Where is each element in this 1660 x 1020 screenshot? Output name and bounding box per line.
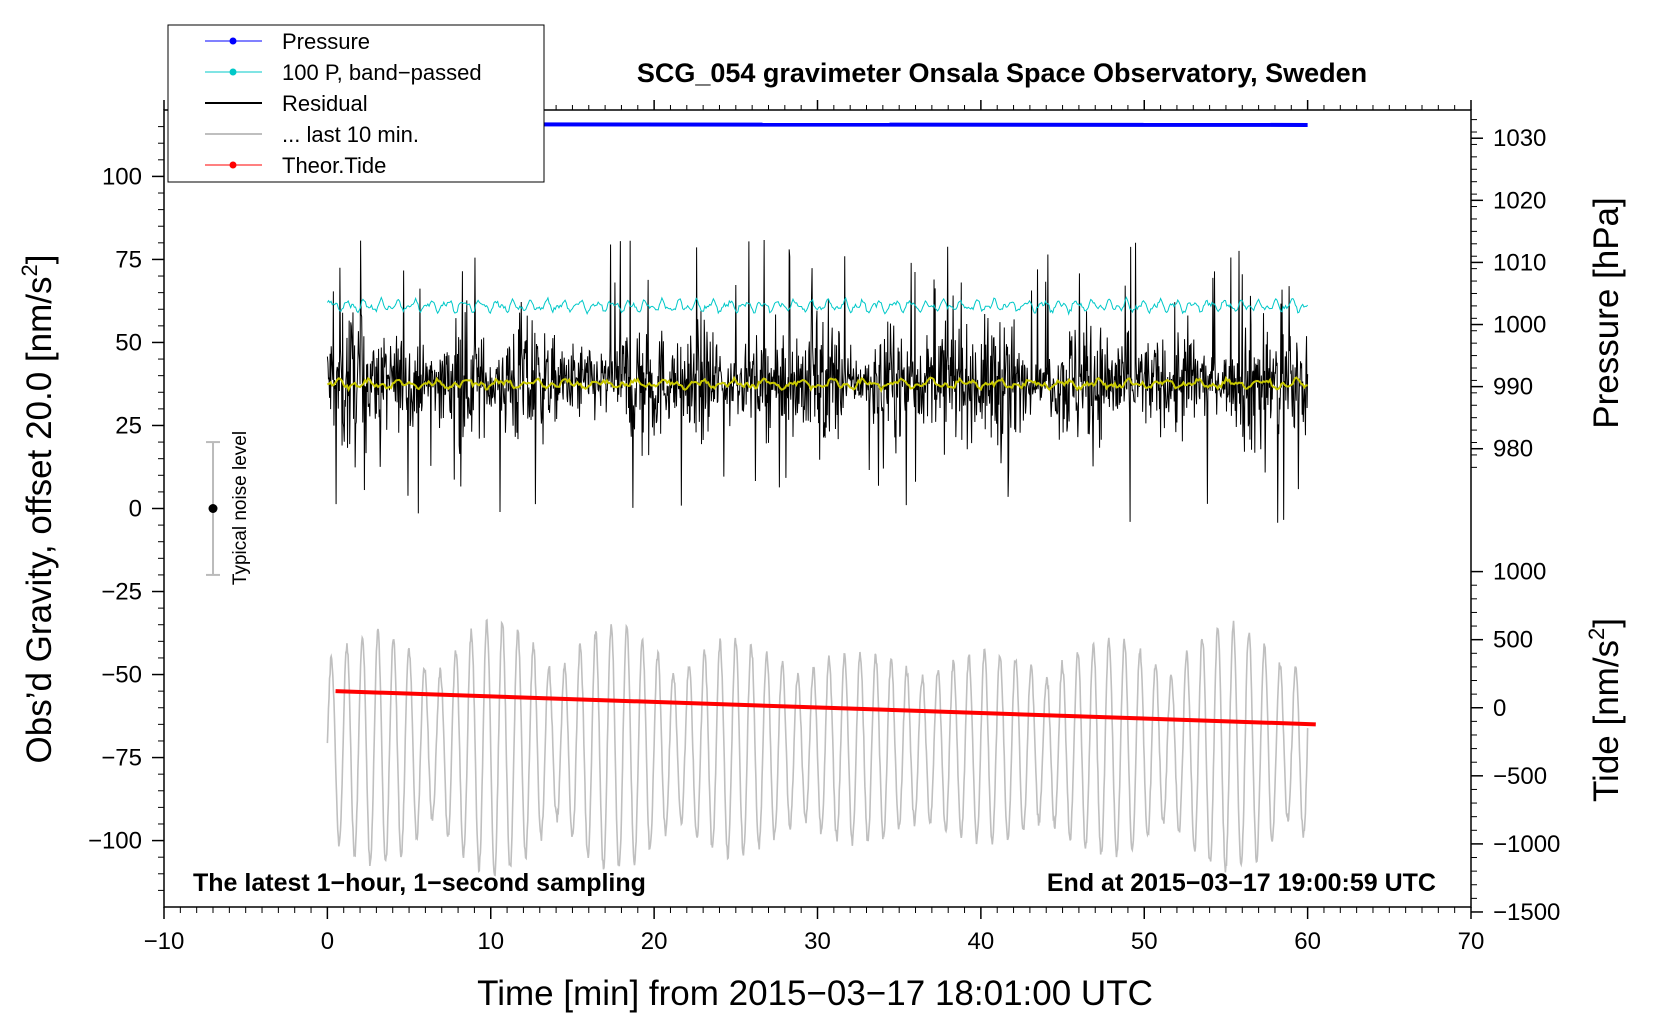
- y-tick-label: 50: [115, 329, 142, 356]
- legend-marker: [229, 37, 237, 45]
- y-axis-label-gravity-close: ]: [20, 255, 59, 265]
- tide-tick-label: 500: [1493, 627, 1533, 654]
- annotation-end-time: End at 2015−03−17 19:00:59 UTC: [1047, 869, 1436, 897]
- y-tick-label: 25: [115, 412, 142, 439]
- x-axis-label: Time [min] from 2015−03−17 18:01:00 UTC: [477, 974, 1153, 1013]
- y-axis-label-tide-main: Tide [nm/s: [1587, 640, 1626, 802]
- y-tick-label: −25: [101, 579, 142, 606]
- y-axis-label-gravity: Obs’d Gravity, offset 20.0 [nm/s2]: [17, 255, 59, 764]
- ticks-layer: −10 0 10 20 30 40 50 60 701007550250−25−50−75−10…: [88, 100, 1560, 955]
- y-axis-label-tide-close: ]: [1587, 618, 1626, 628]
- x-tick-label: 0: [321, 928, 334, 955]
- x-tick-label: 10: [477, 928, 504, 955]
- legend-marker: [229, 161, 237, 169]
- legend-label: 100 P, band−passed: [282, 60, 482, 85]
- legend-marker: [229, 68, 237, 76]
- series-band-passed: [326, 296, 1308, 316]
- legend-label: Pressure: [282, 29, 370, 54]
- x-tick-label: 60: [1294, 928, 1321, 955]
- pressure-tick-label: 1010: [1493, 249, 1546, 276]
- chart-title: SCG_054 gravimeter Onsala Space Observat…: [637, 58, 1367, 88]
- y-tick-label: −100: [88, 828, 142, 855]
- y-axis-label-tide-sup: 2: [1584, 628, 1609, 640]
- legend-label: Residual: [282, 91, 368, 116]
- x-tick-label: 50: [1131, 928, 1158, 955]
- x-tick-label: 30: [804, 928, 831, 955]
- series-residual: [326, 239, 1309, 523]
- y-tick-label: −50: [101, 662, 142, 689]
- noise-label: Typical noise level: [230, 431, 251, 585]
- tide-tick-label: −500: [1493, 763, 1547, 790]
- y-tick-label: −75: [101, 745, 142, 772]
- legend-label: ... last 10 min.: [282, 122, 419, 147]
- y-axis-label-gravity-main: Obs’d Gravity, offset 20.0 [nm/s: [20, 277, 59, 764]
- y-tick-label: 75: [115, 246, 142, 273]
- noise-bar-center: [208, 504, 218, 513]
- tide-tick-label: −1000: [1493, 831, 1560, 858]
- legend: Pressure 100 P, band−passed Residual ... la…: [167, 24, 545, 183]
- tide-tick-label: 1000: [1493, 559, 1546, 586]
- noise-bar: Typical noise level: [206, 431, 251, 585]
- y-axis-label-gravity-sup: 2: [17, 264, 42, 276]
- y-axis-label-pressure: Pressure [hPa]: [1587, 197, 1626, 429]
- tide-tick-label: 0: [1493, 695, 1506, 722]
- x-tick-label: 40: [968, 928, 995, 955]
- series-residual-smoothed: [327, 375, 1308, 393]
- tide-tick-label: −1500: [1493, 899, 1560, 926]
- y-tick-label: 100: [102, 163, 142, 190]
- series-theor-tide: [335, 689, 1316, 727]
- y-tick-label: 0: [129, 496, 142, 523]
- pressure-tick-label: 980: [1493, 436, 1533, 463]
- y-axis-label-tide: Tide [nm/s2]: [1584, 618, 1626, 802]
- pressure-tick-label: 1030: [1493, 125, 1546, 152]
- x-tick-label: −10: [144, 928, 185, 955]
- legend-label: Theor.Tide: [282, 153, 386, 178]
- series-last-10-min: [326, 618, 1309, 877]
- x-tick-label: 20: [641, 928, 668, 955]
- pressure-tick-label: 1000: [1493, 312, 1546, 339]
- pressure-tick-label: 1020: [1493, 187, 1546, 214]
- pressure-tick-label: 990: [1493, 374, 1533, 401]
- series-layer: [326, 122, 1316, 877]
- annotation-sampling: The latest 1−hour, 1−second sampling: [193, 869, 646, 897]
- x-tick-label: 70: [1458, 928, 1485, 955]
